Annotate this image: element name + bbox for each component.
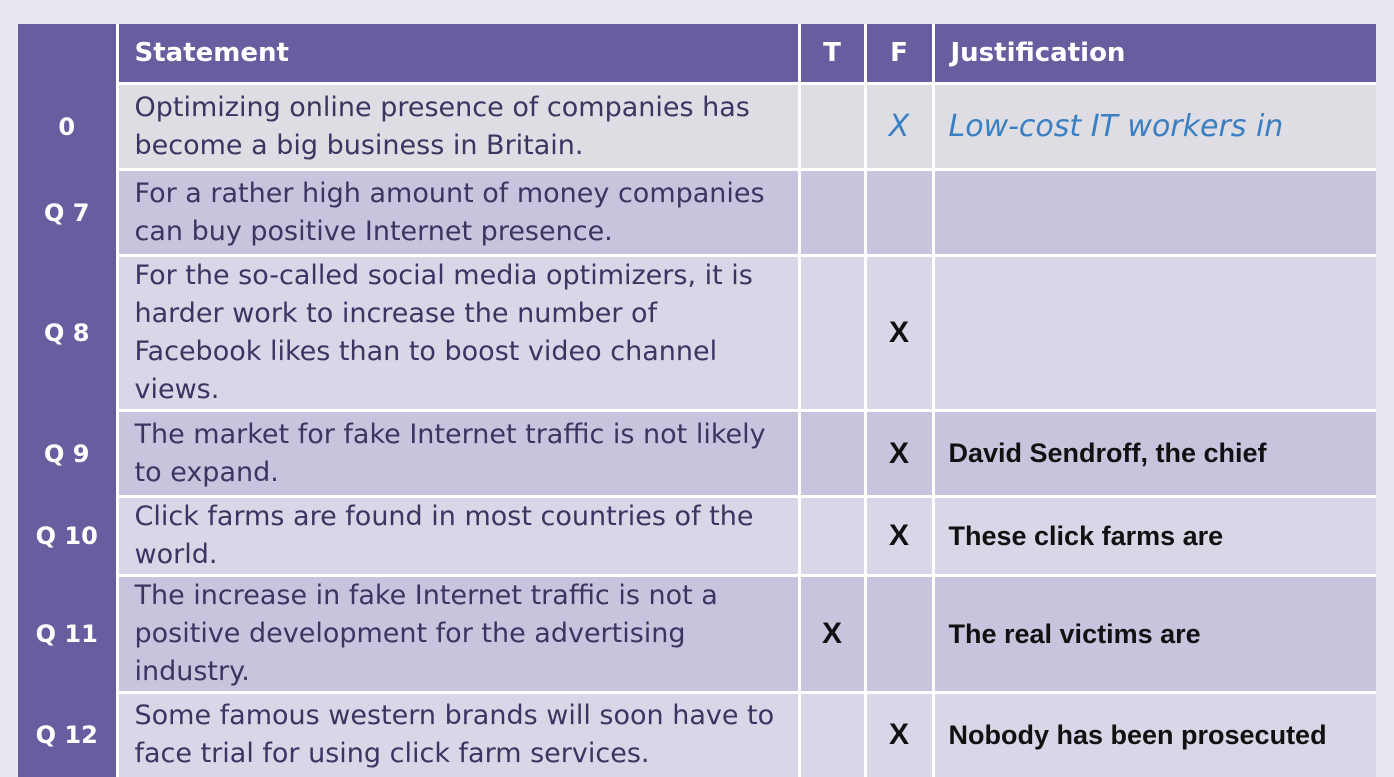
true-cell[interactable]: X xyxy=(797,574,865,693)
table-row-q10: Q 10 Click farms are found in most count… xyxy=(18,495,1376,576)
justification-cell[interactable]: David Sendroff, the chief xyxy=(931,409,1376,497)
true-cell[interactable] xyxy=(797,691,865,777)
false-cell[interactable]: X xyxy=(863,254,933,411)
true-cell[interactable] xyxy=(797,409,865,497)
question-number: 0 xyxy=(18,82,117,170)
table-row-q7: Q 7 For a rather high amount of money co… xyxy=(18,168,1376,256)
false-cell[interactable]: X xyxy=(863,691,933,777)
statement-cell: Optimizing online presence of companies … xyxy=(115,82,799,170)
statement-cell: Some famous western brands will soon hav… xyxy=(115,691,799,777)
statement-cell: For the so-called social media optimizer… xyxy=(115,254,799,411)
statement-cell: The increase in fake Internet traffic is… xyxy=(115,574,799,693)
question-number: Q 7 xyxy=(18,168,117,256)
justification-cell[interactable]: Nobody has been prosecuted xyxy=(931,691,1376,777)
justification-cell[interactable] xyxy=(931,254,1376,411)
header-false: F xyxy=(863,24,933,84)
true-cell[interactable] xyxy=(797,495,865,576)
false-cell[interactable]: X xyxy=(863,82,933,170)
question-number: Q 10 xyxy=(18,495,117,576)
justification-cell[interactable]: These click farms are xyxy=(931,495,1376,576)
table-row-q12: Q 12 Some famous western brands will soo… xyxy=(18,691,1376,777)
question-number: Q 12 xyxy=(18,691,117,777)
question-number: Q 9 xyxy=(18,409,117,497)
header-row: Statement T F Justification xyxy=(18,24,1376,84)
statement-cell: For a rather high amount of money compan… xyxy=(115,168,799,256)
true-false-table: Statement T F Justification 0 Optimizing… xyxy=(18,24,1376,777)
false-cell[interactable] xyxy=(863,574,933,693)
false-cell[interactable]: X xyxy=(863,495,933,576)
table-row-q8: Q 8 For the so-called social media optim… xyxy=(18,254,1376,411)
true-false-table-container: Statement T F Justification 0 Optimizing… xyxy=(18,24,1376,777)
justification-cell[interactable]: Low-cost IT workers in xyxy=(931,82,1376,170)
true-cell[interactable] xyxy=(797,254,865,411)
header-question xyxy=(18,24,117,84)
handwritten-justification: Low-cost IT workers in xyxy=(948,109,1284,144)
false-cell[interactable] xyxy=(863,168,933,256)
true-cell[interactable] xyxy=(797,168,865,256)
header-true: T xyxy=(797,24,865,84)
question-number: Q 11 xyxy=(18,574,117,693)
header-statement: Statement xyxy=(115,24,799,84)
statement-cell: The market for fake Internet traffic is … xyxy=(115,409,799,497)
false-cell[interactable]: X xyxy=(863,409,933,497)
table-row-0: 0 Optimizing online presence of companie… xyxy=(18,82,1376,170)
justification-cell[interactable] xyxy=(931,168,1376,256)
justification-cell[interactable]: The real victims are xyxy=(931,574,1376,693)
true-cell[interactable] xyxy=(797,82,865,170)
question-number: Q 8 xyxy=(18,254,117,411)
handwritten-mark: X xyxy=(888,109,910,144)
table-row-q11: Q 11 The increase in fake Internet traff… xyxy=(18,574,1376,693)
table-row-q9: Q 9 The market for fake Internet traffic… xyxy=(18,409,1376,497)
statement-cell: Click farms are found in most countries … xyxy=(115,495,799,576)
header-justification: Justification xyxy=(931,24,1376,84)
